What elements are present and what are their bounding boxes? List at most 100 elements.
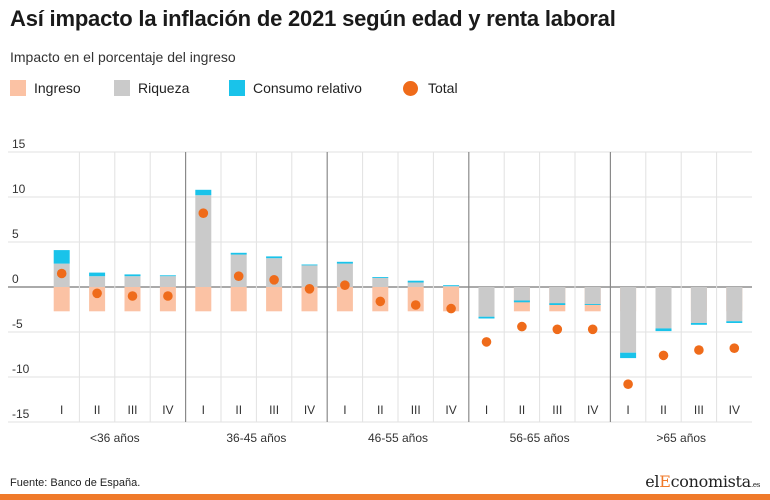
bar-ingreso bbox=[195, 287, 212, 312]
bar-ingreso bbox=[230, 287, 247, 312]
bar-riqueza bbox=[584, 287, 601, 305]
bar-consumo bbox=[620, 352, 637, 359]
legend-swatch-riqueza bbox=[114, 80, 130, 96]
bar-consumo bbox=[513, 300, 530, 303]
legend-item-total: Total bbox=[403, 80, 458, 96]
bar-consumo bbox=[690, 323, 707, 325]
bar-riqueza bbox=[620, 287, 637, 353]
group-label-56-65-a-os: 56-65 años bbox=[510, 431, 570, 445]
bar-consumo bbox=[478, 316, 495, 319]
x-tick-label: IV bbox=[729, 403, 740, 417]
total-point bbox=[127, 291, 138, 301]
legend-swatch-consumo bbox=[229, 80, 245, 96]
x-tick-label: II bbox=[377, 403, 384, 417]
legend-item-riqueza: Riqueza bbox=[114, 80, 189, 96]
bar-ingreso bbox=[266, 287, 283, 312]
legend-label-consumo: Consumo relativo bbox=[253, 80, 362, 96]
y-tick-label: -15 bbox=[12, 407, 30, 421]
total-point bbox=[410, 300, 421, 310]
x-tick-label: III bbox=[127, 403, 137, 417]
x-tick-label: IV bbox=[445, 403, 456, 417]
bar-riqueza bbox=[690, 287, 707, 323]
bar-consumo bbox=[549, 303, 566, 305]
x-tick-label: III bbox=[269, 403, 279, 417]
total-point bbox=[481, 337, 492, 347]
x-tick-label: II bbox=[235, 403, 242, 417]
legend-label-ingreso: Ingreso bbox=[34, 80, 81, 96]
bar-riqueza bbox=[336, 263, 353, 287]
bar-ingreso bbox=[53, 287, 70, 312]
bar-riqueza bbox=[372, 278, 389, 287]
bar-consumo bbox=[584, 304, 601, 305]
x-tick-label: II bbox=[94, 403, 101, 417]
x-tick-label: IV bbox=[587, 403, 598, 417]
total-point bbox=[623, 379, 633, 389]
x-tick-label: I bbox=[343, 403, 346, 417]
total-point bbox=[269, 275, 279, 285]
group-label-36-45-a-os: 36-45 años bbox=[226, 431, 286, 445]
x-tick-label: I bbox=[202, 403, 205, 417]
x-tick-label: III bbox=[552, 403, 562, 417]
bar-riqueza bbox=[726, 287, 743, 322]
total-point bbox=[163, 291, 173, 301]
y-tick-label: 15 bbox=[12, 137, 26, 151]
bar-consumo bbox=[372, 277, 389, 278]
total-point bbox=[340, 280, 350, 290]
x-tick-label: IV bbox=[304, 403, 315, 417]
x-tick-label: IV bbox=[162, 403, 173, 417]
bar-consumo bbox=[124, 274, 141, 277]
group-label-65-a-os: >65 años bbox=[656, 431, 706, 445]
total-point bbox=[658, 350, 669, 361]
x-tick-label: II bbox=[660, 403, 667, 417]
chart-title: Así impacto la inflación de 2021 según e… bbox=[10, 6, 616, 31]
bar-riqueza bbox=[549, 287, 566, 304]
x-tick-label: II bbox=[519, 403, 526, 417]
bar-consumo bbox=[266, 256, 283, 259]
x-tick-label: III bbox=[694, 403, 704, 417]
eleconomista-logo: elEconomista.es bbox=[645, 472, 760, 491]
legend-label-total: Total bbox=[428, 80, 458, 96]
total-point bbox=[446, 303, 456, 314]
y-tick-label: 0 bbox=[12, 272, 19, 286]
brand-bar bbox=[0, 494, 770, 500]
bar-consumo bbox=[89, 272, 106, 277]
bar-consumo bbox=[195, 189, 212, 196]
x-tick-label: I bbox=[626, 403, 629, 417]
bar-riqueza bbox=[513, 287, 530, 301]
bar-consumo bbox=[230, 252, 247, 255]
x-tick-label: I bbox=[60, 403, 63, 417]
legend-swatch-ingreso bbox=[10, 80, 26, 96]
y-tick-label: 10 bbox=[12, 182, 26, 196]
bar-riqueza bbox=[443, 286, 460, 287]
bar-riqueza bbox=[195, 195, 212, 287]
bar-consumo bbox=[726, 321, 743, 323]
total-point bbox=[552, 324, 563, 335]
total-point bbox=[92, 288, 102, 299]
bar-consumo bbox=[301, 264, 318, 266]
chart-subtitle: Impacto en el porcentaje del ingreso bbox=[10, 49, 236, 65]
x-tick-label: I bbox=[485, 403, 488, 417]
group-label-36-a-os: <36 años bbox=[90, 431, 140, 445]
bar-riqueza bbox=[478, 287, 495, 317]
legend-item-consumo: Consumo relativo bbox=[229, 80, 362, 96]
bar-riqueza bbox=[159, 276, 176, 287]
bar-consumo bbox=[53, 250, 70, 264]
legend: Ingreso Riqueza Consumo relativo Total bbox=[10, 80, 710, 100]
total-point bbox=[694, 345, 704, 355]
total-point bbox=[517, 321, 527, 332]
y-tick-label: 5 bbox=[12, 227, 19, 241]
total-point bbox=[304, 284, 315, 294]
bar-consumo bbox=[159, 275, 176, 277]
bar-riqueza bbox=[124, 276, 141, 287]
bar-ingreso bbox=[336, 287, 353, 312]
bar-consumo bbox=[336, 261, 353, 264]
legend-item-ingreso: Ingreso bbox=[10, 80, 81, 96]
legend-dot-total bbox=[403, 80, 418, 96]
bar-consumo bbox=[443, 285, 460, 287]
legend-label-riqueza: Riqueza bbox=[138, 80, 190, 96]
y-tick-label: -5 bbox=[12, 317, 23, 331]
x-tick-label: III bbox=[411, 403, 421, 417]
total-point bbox=[198, 208, 209, 218]
y-tick-label: -10 bbox=[12, 362, 30, 376]
